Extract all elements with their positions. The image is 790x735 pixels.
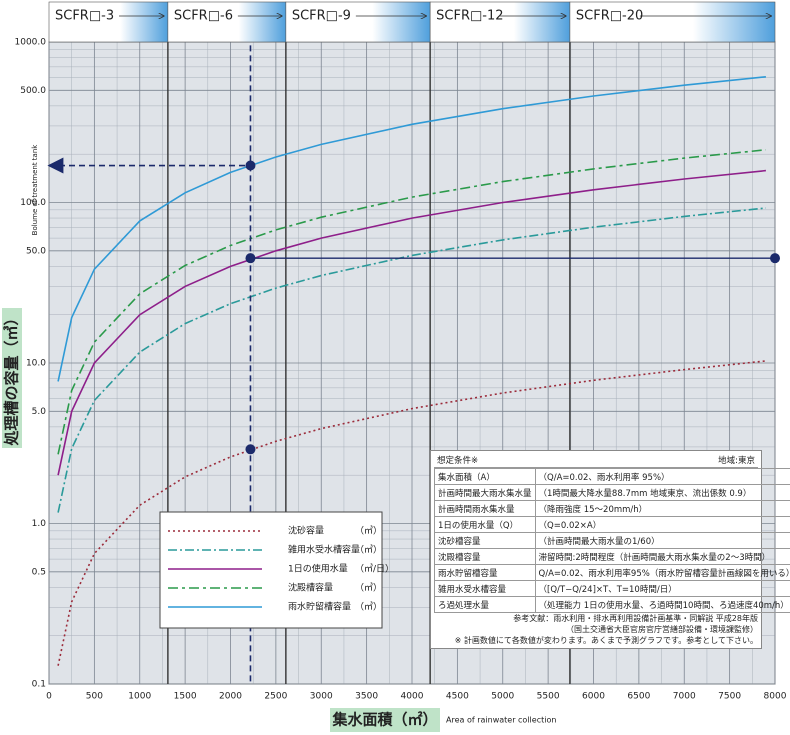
model-band xyxy=(285,1,431,43)
y-axis-title-en: Bolume of treatment tank xyxy=(31,144,39,236)
y-tick-label: 10.0 xyxy=(26,359,46,369)
condition-value: （1時間最大降水量88.7mm 地域東京、流出係数 0.9） xyxy=(534,484,790,501)
series-line xyxy=(57,207,766,513)
x-axis-title-en: Area of rainwater collection xyxy=(446,716,556,725)
guide-dot xyxy=(245,160,256,171)
x-tick-label: 5000 xyxy=(491,692,514,702)
model-band xyxy=(569,1,776,43)
condition-item: 集水面積（A） xyxy=(434,468,536,485)
x-tick-label: 2000 xyxy=(219,692,242,702)
conditions-table: 想定条件※ 地域:東京 集水面積（A） （Q/A=0.02、雨水利用率 95%） 計画… xyxy=(430,450,790,649)
model-label: SCFR□-3 xyxy=(55,9,114,24)
x-tick-label: 3000 xyxy=(310,692,333,702)
y-tick-label: 0.1 xyxy=(32,680,46,690)
condition-value: （Q=0.02×A） xyxy=(534,516,790,533)
condition-item: 沈砂槽容量 xyxy=(434,532,536,549)
guide-dot xyxy=(245,253,256,264)
condition-value: （降雨強度 15〜20mm/h） xyxy=(534,500,790,517)
x-tick-label: 6500 xyxy=(627,692,650,702)
condition-item: 沈殿槽容量 xyxy=(434,548,536,565)
model-label: SCFR□-20 xyxy=(576,9,643,24)
y-axis-title: 処理槽の容量（㎥） xyxy=(3,310,21,446)
y-tick-label: 1000.0 xyxy=(15,38,47,48)
x-tick-label: 5500 xyxy=(537,692,560,702)
legend-label: 沈砂容量 xyxy=(288,525,324,537)
series-line xyxy=(57,149,766,455)
condition-value: （処理能力 1日の使用水量、ろ過時間10時間、ろ過速度40m/h） xyxy=(534,596,790,613)
conditions-note: ※ 計画数値にて各数値が変わります。あくまで予測グラフです。参考として下さい。 xyxy=(454,636,758,645)
conditions-note: 参考文献：雨水利用・排水再利用設備計画基準・同解説 平成28年版 xyxy=(513,614,758,623)
condition-item: 計画時間雨水集水量 xyxy=(434,500,536,517)
condition-value: （[Q/T−Q/24]×T、T=10時間/日） xyxy=(534,580,790,597)
x-tick-label: 500 xyxy=(86,692,103,702)
x-tick-label: 2500 xyxy=(264,692,287,702)
y-tick-label: 500.0 xyxy=(20,86,46,96)
legend-label: 1日の使用水量 xyxy=(288,563,348,575)
condition-value: Q/A=0.02、雨水利用率95%（雨水貯留槽容量計画線図を用いる） xyxy=(534,564,790,581)
x-axis-title: 集水面積（㎡） xyxy=(331,711,437,729)
conditions-row: 雨水貯留槽容量 Q/A=0.02、雨水利用率95%（雨水貯留槽容量計画線図を用いる… xyxy=(434,564,790,581)
x-label-bg xyxy=(330,708,440,732)
conditions-row: 計画時間最大雨水集水量 （1時間最大降水量88.7mm 地域東京、流出係数 0.9… xyxy=(434,484,790,501)
y-label-bg xyxy=(2,308,22,448)
x-tick-label: 0 xyxy=(46,692,52,702)
legend-unit: （㎥/日） xyxy=(355,564,394,575)
y-tick-label: 5.0 xyxy=(32,407,47,417)
condition-item: 計画時間最大雨水集水量 xyxy=(434,484,536,501)
series-line xyxy=(57,76,766,382)
conditions-row: 1日の使用水量（Q） （Q=0.02×A） xyxy=(434,516,790,533)
legend-unit: （㎥） xyxy=(355,583,382,594)
condition-value: 滞留時間:2時間程度（計画時間最大雨水集水量の2〜3時間） xyxy=(534,548,790,565)
conditions-title: 想定条件※ xyxy=(437,456,479,466)
conditions-region: 地域:東京 xyxy=(718,456,755,466)
conditions-row: 沈砂槽容量 （計画時間最大雨水量の1/60） xyxy=(434,532,790,549)
y-tick-label: 1.0 xyxy=(32,519,47,529)
x-tick-label: 8000 xyxy=(764,692,787,702)
conditions-note: （国土交通省大臣官房官庁営繕部設備・環境課監修） xyxy=(566,625,758,634)
model-band xyxy=(429,1,571,43)
condition-value: （Q/A=0.02、雨水利用率 95%） xyxy=(534,468,790,485)
x-tick-label: 6000 xyxy=(582,692,605,702)
legend-label: 沈殿槽容量 xyxy=(288,582,333,594)
legend-unit: （㎥） xyxy=(355,526,382,537)
condition-item: 雨水貯留槽容量 xyxy=(434,564,536,581)
conditions-row: 集水面積（A） （Q/A=0.02、雨水利用率 95%） xyxy=(434,468,790,485)
model-label: SCFR□-6 xyxy=(174,9,233,24)
conditions-row: 沈殿槽容量 滞留時間:2時間程度（計画時間最大雨水集水量の2〜3時間） xyxy=(434,548,790,565)
legend-label: 雨水貯留槽容量 xyxy=(288,601,351,613)
y-tick-label: 100.0 xyxy=(20,198,46,208)
condition-item: 1日の使用水量（Q） xyxy=(434,516,536,533)
legend xyxy=(159,511,383,629)
conditions-row: 計画時間雨水集水量 （降雨強度 15〜20mm/h） xyxy=(434,500,790,517)
model-band xyxy=(48,1,169,43)
y-tick-label: 50.0 xyxy=(26,246,46,256)
x-tick-label: 7000 xyxy=(673,692,696,702)
legend-unit: （㎥） xyxy=(355,545,382,556)
x-tick-label: 7500 xyxy=(718,692,741,702)
legend-label: 雑用水受水槽容量 xyxy=(288,544,360,556)
conditions-row: 雑用水受水槽容量 （[Q/T−Q/24]×T、T=10時間/日） xyxy=(434,580,790,597)
guide-dot xyxy=(770,253,780,264)
model-band xyxy=(167,1,287,43)
model-label: SCFR□-12 xyxy=(436,9,503,24)
x-tick-label: 4000 xyxy=(401,692,424,702)
series-line xyxy=(57,169,766,476)
legend-unit: （㎥） xyxy=(355,602,382,613)
conditions-row: ろ過処理水量 （処理能力 1日の使用水量、ろ過時間10時間、ろ過速度40m/h） xyxy=(434,596,790,613)
x-tick-label: 1000 xyxy=(128,692,151,702)
y-tick-label: 0.5 xyxy=(32,567,46,577)
condition-item: ろ過処理水量 xyxy=(434,596,536,613)
condition-item: 雑用水受水槽容量 xyxy=(434,580,536,597)
condition-value: （計画時間最大雨水量の1/60） xyxy=(534,532,790,549)
x-tick-label: 3500 xyxy=(355,692,378,702)
guide-dot xyxy=(245,444,256,455)
model-label: SCFR□-9 xyxy=(292,9,351,24)
series-line xyxy=(57,360,766,666)
x-tick-label: 4500 xyxy=(446,692,469,702)
x-tick-label: 1500 xyxy=(174,692,197,702)
